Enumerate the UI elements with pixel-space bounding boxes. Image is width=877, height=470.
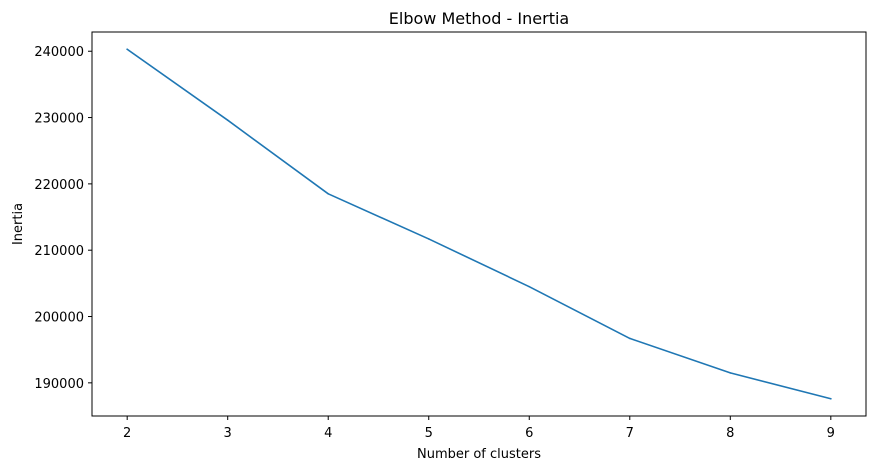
x-tick-label: 2 <box>123 426 131 441</box>
x-tick-label: 5 <box>425 426 433 441</box>
series-line <box>126 48 832 400</box>
y-axis-title: Inertia <box>11 203 26 245</box>
data-point <box>830 397 832 400</box>
x-tick-label: 3 <box>224 426 232 441</box>
x-tick-label: 9 <box>827 426 835 441</box>
y-tick-label: 220000 <box>34 178 84 193</box>
y-tick-label: 210000 <box>34 244 84 259</box>
chart-title: Elbow Method - Inertia <box>389 9 569 28</box>
x-tick-label: 6 <box>525 426 533 441</box>
plot-area <box>91 31 867 417</box>
x-tick-label: 8 <box>726 426 734 441</box>
y-tick-label: 230000 <box>34 112 84 127</box>
data-point <box>729 372 732 374</box>
y-tick-label: 190000 <box>34 377 84 392</box>
data-point <box>628 337 631 340</box>
x-axis: 2 3 4 5 6 7 8 9 <box>123 416 835 441</box>
data-point <box>427 238 430 240</box>
y-axis: 190000 200000 210000 220000 230000 240000 <box>34 45 92 392</box>
x-axis-title: Number of clusters <box>417 447 541 462</box>
y-tick-label: 240000 <box>34 45 84 60</box>
x-tick-label: 7 <box>626 426 634 441</box>
x-tick-label: 4 <box>324 426 332 441</box>
series-layer <box>126 48 832 400</box>
data-point <box>327 193 330 195</box>
data-point <box>528 285 531 288</box>
y-tick-label: 200000 <box>34 311 84 326</box>
data-point <box>126 48 128 51</box>
data-point <box>226 119 229 122</box>
